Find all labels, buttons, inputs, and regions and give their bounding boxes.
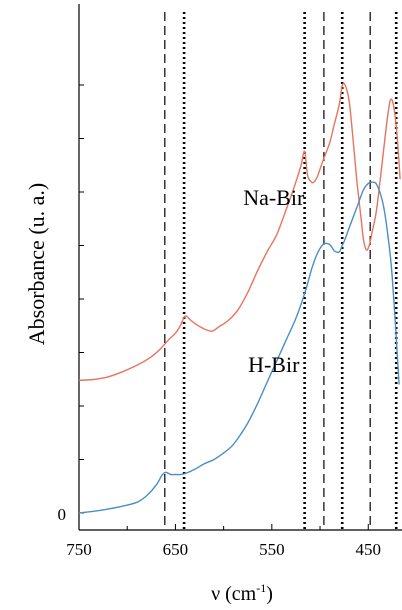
x-axis-label: ν (cm-1) [211, 581, 273, 605]
series-label-na-bir: Na-Bir [243, 185, 305, 210]
x-axis-label-end: ) [266, 583, 273, 605]
x-tick-label: 450 [356, 540, 382, 559]
x-axis-label-sup: -1 [256, 581, 266, 595]
series-line-h-bir [78, 181, 400, 514]
x-axis-label-main: ν (cm [211, 583, 257, 605]
x-axis-ticks: 750 650 550 450 [66, 524, 381, 559]
y-tick-label: 0 [58, 505, 67, 524]
series-group [78, 82, 401, 514]
plot-frame [78, 4, 402, 531]
x-tick-label: 550 [259, 540, 285, 559]
x-tick-label: 650 [163, 540, 189, 559]
y-axis-ticks: 0 [58, 84, 84, 524]
reference-lines [164, 12, 398, 530]
annotations-group: Na-Bir H-Bir [243, 185, 305, 377]
y-axis-label: Absorbance (u. a.) [24, 183, 49, 346]
x-tick-label: 750 [66, 540, 92, 559]
series-label-h-bir: H-Bir [248, 352, 300, 377]
series-line-na-bir [78, 82, 401, 381]
